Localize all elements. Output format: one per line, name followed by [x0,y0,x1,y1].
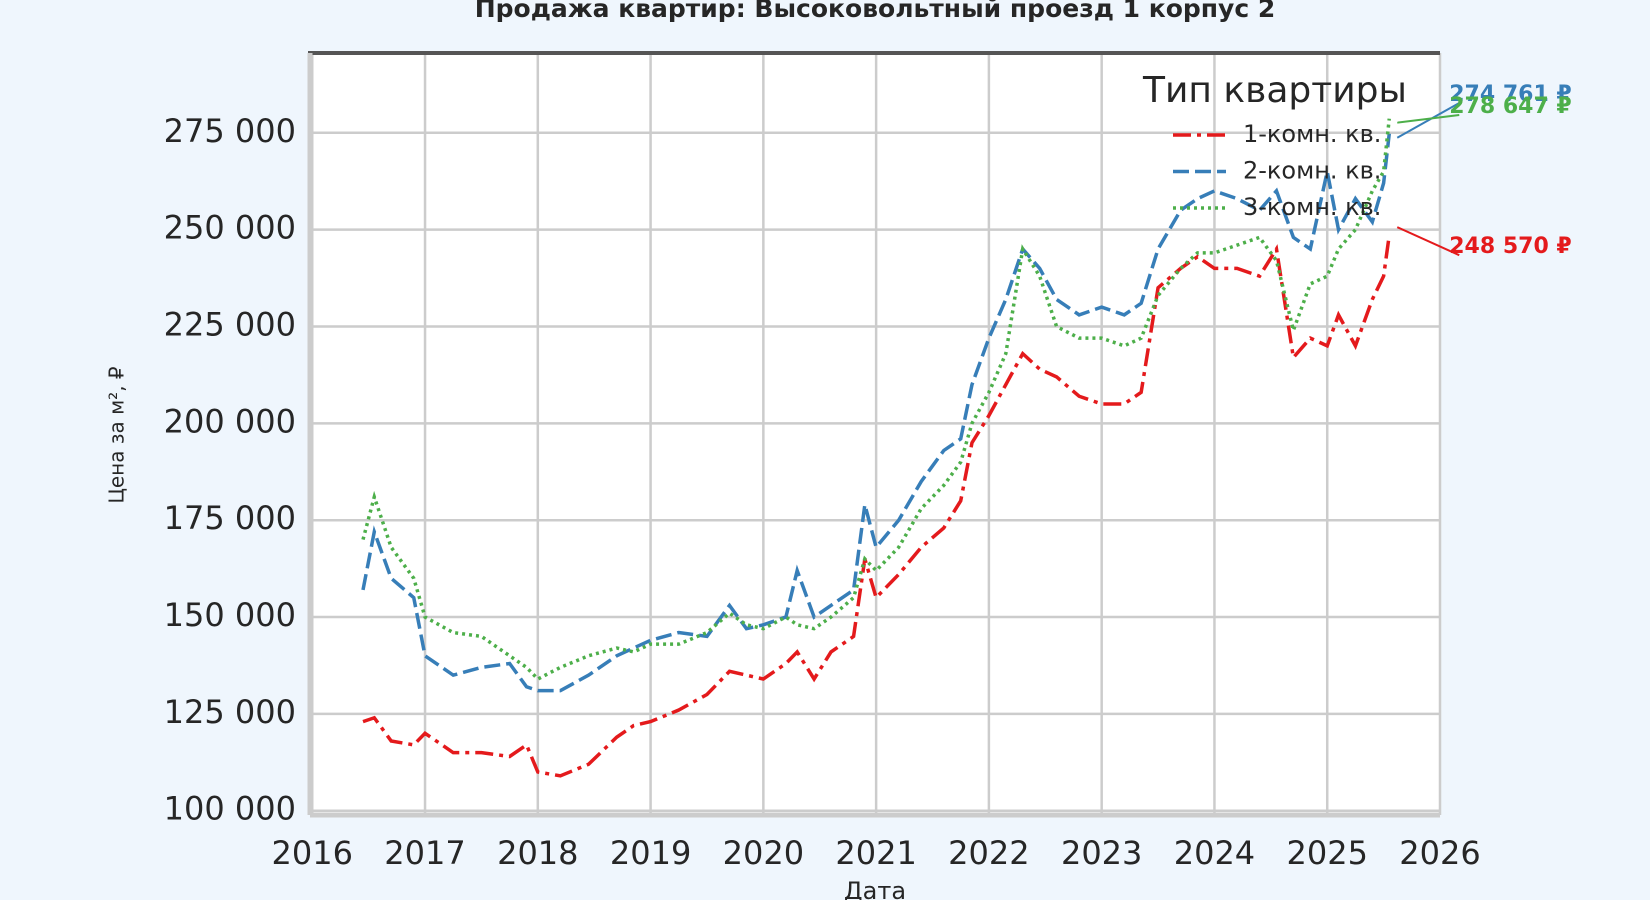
legend-label: 3-комн. кв. [1243,193,1381,221]
end-label: 274 761 ₽ [1449,82,1571,107]
x-tick-label: 2016 [272,834,353,872]
series-line [361,118,1391,682]
legend-label: 1-комн. кв. [1243,120,1381,148]
y-tick-label: 150 000 [164,596,296,634]
y-tick-label: 275 000 [164,112,296,150]
y-tick-label: 200 000 [164,402,296,440]
y-tick-label: 250 000 [164,209,296,247]
y-tick-label: 125 000 [164,693,296,731]
x-tick-label: 2020 [723,834,804,872]
x-tick-label: 2022 [948,834,1029,872]
legend-label: 2-комн. кв. [1243,157,1381,185]
x-axis-label: Дата [844,877,906,900]
x-tick-label: 2024 [1174,834,1255,872]
series-line [361,133,1391,693]
y-axis-label: Цена за м², ₽ [105,366,129,504]
x-tick-label: 2019 [610,834,691,872]
x-tick-label: 2021 [835,834,916,872]
y-tick-label: 100 000 [164,790,296,828]
series-line [362,234,1391,778]
annotation-arrow [1396,102,1460,139]
chart-title: Продажа квартир: Высоковольтный проезд 1… [475,0,1276,23]
x-tick-label: 2017 [384,834,465,872]
end-label: 248 570 ₽ [1449,234,1571,259]
x-tick-label: 2025 [1287,834,1368,872]
annotation-arrow [1397,114,1460,124]
x-tick-label: 2026 [1399,834,1480,872]
annotation-arrow [1396,226,1460,257]
legend-title: Тип квартиры [1142,70,1407,111]
y-tick-label: 225 000 [164,305,296,343]
x-tick-label: 2018 [497,834,578,872]
y-tick-label: 175 000 [164,499,296,537]
end-label: 278 647 ₽ [1449,94,1571,119]
x-tick-label: 2023 [1061,834,1142,872]
